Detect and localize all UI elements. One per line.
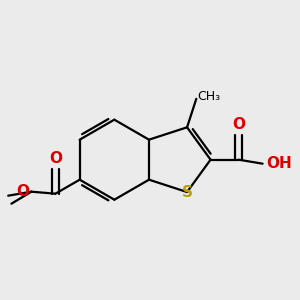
Text: CH₃: CH₃ (197, 90, 220, 103)
Text: O: O (16, 184, 29, 199)
Text: OH: OH (266, 156, 292, 171)
Text: S: S (182, 184, 193, 200)
Text: O: O (49, 151, 62, 166)
Text: O: O (232, 117, 245, 132)
